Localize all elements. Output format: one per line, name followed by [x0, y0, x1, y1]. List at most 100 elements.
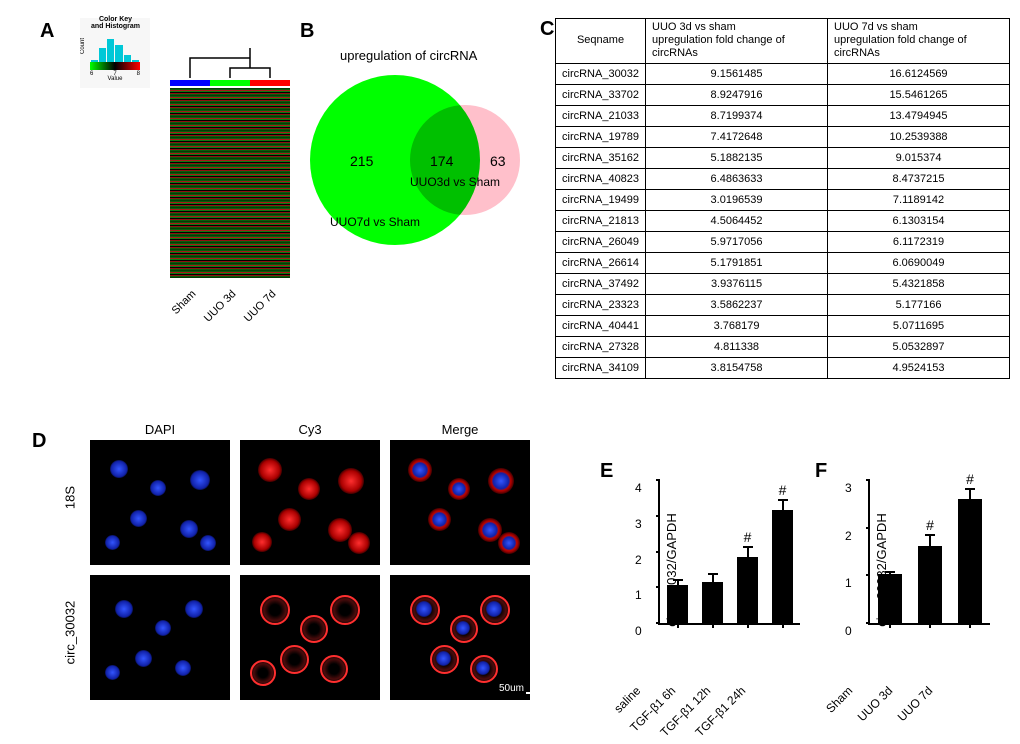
- cell-7d: 10.2539388: [828, 126, 1010, 147]
- cell-7d: 16.6124569: [828, 63, 1010, 84]
- ytick-label: 2: [845, 529, 852, 543]
- mic-circ-dapi: [90, 575, 230, 700]
- sig-marker: #: [926, 517, 934, 533]
- ytick-label: 0: [635, 624, 642, 638]
- cell-7d: 9.015374: [828, 147, 1010, 168]
- cell-seqname: circRNA_34109: [556, 357, 646, 378]
- colorbar-seg: [210, 80, 250, 86]
- cell-3d: 4.5064452: [646, 210, 828, 231]
- dendrogram: [170, 38, 290, 78]
- panel-C-table: Seqname UUO 3d vs shamupregulation fold …: [555, 18, 1010, 379]
- venn-count-big: 215: [350, 153, 373, 169]
- colorkey-xlabel: Value: [90, 76, 140, 82]
- table-row: circRNA_351625.18821359.015374: [556, 147, 1010, 168]
- cell-7d: 7.1189142: [828, 189, 1010, 210]
- chart-E: circ_30032/GAPDH 01234salineTGF-β1 6h#TG…: [620, 470, 810, 670]
- cell-seqname: circRNA_40823: [556, 168, 646, 189]
- table-row: circRNA_408236.48636338.4737215: [556, 168, 1010, 189]
- cell-seqname: circRNA_26049: [556, 231, 646, 252]
- colorkey-gradient: [90, 62, 140, 70]
- cell-7d: 5.177166: [828, 294, 1010, 315]
- panel-label-C: C: [540, 18, 554, 41]
- bar: [737, 557, 758, 623]
- cell-3d: 8.9247916: [646, 84, 828, 105]
- cell-7d: 5.4321858: [828, 273, 1010, 294]
- cell-3d: 5.1791851: [646, 252, 828, 273]
- venn-diagram: 215 174 63 UUO3d vs Sham UUO7d vs Sham: [310, 75, 520, 275]
- cell-seqname: circRNA_30032: [556, 63, 646, 84]
- cell-seqname: circRNA_26614: [556, 252, 646, 273]
- cell-7d: 13.4794945: [828, 105, 1010, 126]
- ytick-label: 1: [635, 588, 642, 602]
- cell-3d: 7.4172648: [646, 126, 828, 147]
- venn-count-overlap: 174: [430, 153, 453, 169]
- venn-title: upregulation of circRNA: [340, 48, 477, 63]
- chart-E-area: 01234salineTGF-β1 6h#TGF-β1 12h#TGF-β1 2…: [658, 480, 800, 625]
- mic-18s-merge: [390, 440, 530, 565]
- th-7d: UUO 7d vs shamupregulation fold change o…: [828, 19, 1010, 64]
- bar: [958, 499, 982, 623]
- mic-18s-cy3: [240, 440, 380, 565]
- table-row: circRNA_210338.719937413.4794945: [556, 105, 1010, 126]
- panel-D-microscopy: DAPI Cy3 Merge 18S circ_30032: [70, 440, 550, 730]
- table-row: circRNA_197897.417264810.2539388: [556, 126, 1010, 147]
- bar: [702, 582, 723, 623]
- mic-col-cy3: Cy3: [240, 422, 380, 437]
- panel-E-barchart: circ_30032/GAPDH 01234salineTGF-β1 6h#TG…: [620, 470, 810, 720]
- mic-col-merge: Merge: [390, 422, 530, 437]
- cell-3d: 6.4863633: [646, 168, 828, 189]
- venn-label-big: UUO7d vs Sham: [330, 215, 420, 229]
- cell-7d: 6.1172319: [828, 231, 1010, 252]
- panel-label-F: F: [815, 460, 827, 483]
- table-row: circRNA_337028.924791615.5461265: [556, 84, 1010, 105]
- th-3d: UUO 3d vs shamupregulation fold change o…: [646, 19, 828, 64]
- venn-count-small: 63: [490, 153, 506, 169]
- table-row: circRNA_260495.97170566.1172319: [556, 231, 1010, 252]
- cell-7d: 15.5461265: [828, 84, 1010, 105]
- colorkey-histogram: [90, 38, 140, 62]
- cell-seqname: circRNA_27328: [556, 336, 646, 357]
- ytick-label: 4: [635, 481, 642, 495]
- colorkey-ylabel: Count: [80, 38, 86, 54]
- cell-3d: 5.9717056: [646, 231, 828, 252]
- panel-label-D: D: [32, 430, 46, 453]
- mic-18s-dapi: [90, 440, 230, 565]
- panel-F-barchart: circ_30032/GAPDH 0123Sham#UUO 3d#UUO 7d: [830, 470, 1000, 720]
- scalebar-label: 50um: [499, 683, 524, 694]
- cell-3d: 9.1561485: [646, 63, 828, 84]
- panel-label-A: A: [40, 20, 54, 43]
- cell-seqname: circRNA_21033: [556, 105, 646, 126]
- cell-7d: 5.0532897: [828, 336, 1010, 357]
- mic-col-dapi: DAPI: [90, 422, 230, 437]
- group-colorbar: [170, 80, 290, 86]
- cell-seqname: circRNA_19789: [556, 126, 646, 147]
- cell-7d: 5.0711695: [828, 315, 1010, 336]
- cell-3d: 4.811338: [646, 336, 828, 357]
- cell-7d: 4.9524153: [828, 357, 1010, 378]
- colorbar-seg: [250, 80, 290, 86]
- table-row: circRNA_218134.50644526.1303154: [556, 210, 1010, 231]
- table-body: circRNA_300329.156148516.6124569circRNA_…: [556, 63, 1010, 378]
- ytick-label: 2: [635, 553, 642, 567]
- table-row: circRNA_266145.17918516.0690049: [556, 252, 1010, 273]
- mic-row-circ: circ_30032: [63, 583, 78, 683]
- panel-label-E: E: [600, 460, 613, 483]
- chart-F-area: 0123Sham#UUO 3d#UUO 7d: [868, 480, 990, 625]
- cell-3d: 8.7199374: [646, 105, 828, 126]
- chart-F: circ_30032/GAPDH 0123Sham#UUO 3d#UUO 7d: [830, 470, 1000, 670]
- scalebar: 50um: [499, 683, 524, 694]
- cell-3d: 3.5862237: [646, 294, 828, 315]
- cell-seqname: circRNA_35162: [556, 147, 646, 168]
- colorbar-seg: [170, 80, 210, 86]
- cell-3d: 3.768179: [646, 315, 828, 336]
- bar: [918, 546, 942, 623]
- table-row: circRNA_374923.93761155.4321858: [556, 273, 1010, 294]
- cell-seqname: circRNA_33702: [556, 84, 646, 105]
- table-row: circRNA_341093.81547584.9524153: [556, 357, 1010, 378]
- cell-seqname: circRNA_37492: [556, 273, 646, 294]
- figure-root: A B C D E F Color Keyand Histogram Count…: [0, 0, 1020, 744]
- cell-seqname: circRNA_19499: [556, 189, 646, 210]
- ytick-label: 3: [845, 481, 852, 495]
- cell-7d: 6.1303154: [828, 210, 1010, 231]
- bar: [667, 585, 688, 623]
